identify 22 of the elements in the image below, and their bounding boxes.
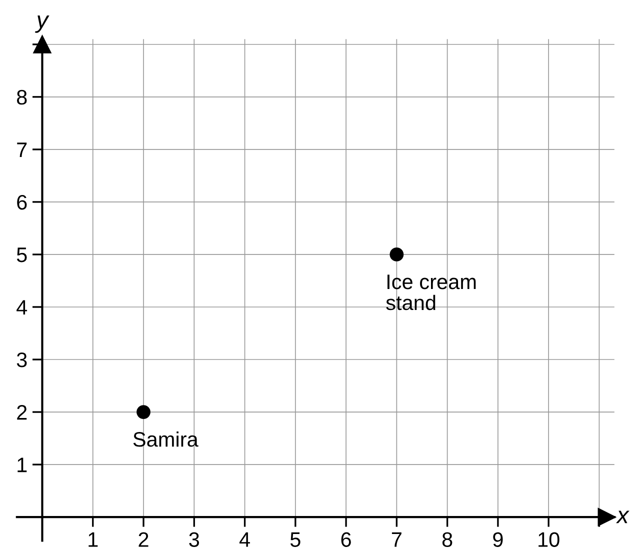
y-tick-label: 4: [16, 300, 28, 315]
y-tick-label: 1: [18, 458, 27, 472]
annotation: Ice cream stand: [386, 274, 476, 310]
y-tick-label: 8: [16, 90, 27, 105]
x-tick-label: 2: [138, 532, 148, 547]
x-tick-label: 8: [442, 532, 452, 547]
y-tick-label: 2: [17, 405, 27, 420]
y-axis-title: y: [35, 15, 50, 33]
x-tick-label: 9: [493, 532, 503, 547]
x-axis-title: x: [616, 510, 630, 524]
y-tick-label: 3: [16, 352, 27, 368]
x-tick-label: 3: [189, 532, 200, 547]
x-tick-label: 6: [341, 532, 351, 547]
x-tick-label: 7: [392, 532, 402, 547]
x-tick-label: 5: [290, 532, 300, 547]
x-tick-label: 10: [538, 532, 560, 547]
y-tick-label: 5: [16, 248, 27, 262]
annotation: Samira: [133, 431, 198, 447]
y-tick-label: 7: [17, 142, 27, 157]
x-tick-label: 4: [239, 532, 250, 547]
x-tick-label: 1: [88, 532, 98, 547]
y-tick-label: 6: [17, 194, 27, 210]
